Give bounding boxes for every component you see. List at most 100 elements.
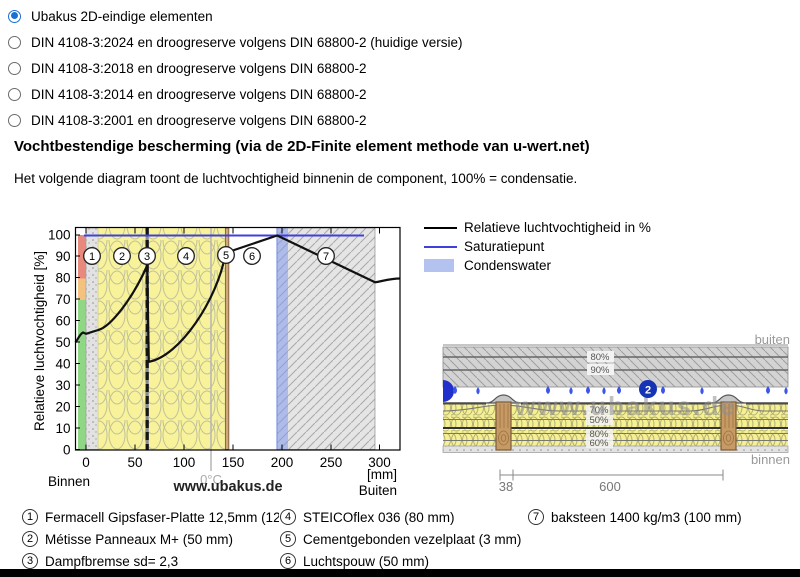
svg-text:200: 200 bbox=[271, 455, 294, 470]
radio-option-label[interactable]: DIN 4108-3:2018 en droogreserve volgens … bbox=[31, 60, 367, 76]
stud-width-dimension: 38 bbox=[499, 479, 513, 494]
inner-side-label: Binnen bbox=[48, 474, 90, 489]
y-axis-tick-labels: 0 10 20 30 40 50 60 70 80 90 100 bbox=[48, 228, 71, 458]
isotherm-label: 0°C bbox=[200, 472, 222, 487]
svg-text:40: 40 bbox=[55, 357, 70, 372]
radio-unselected-icon[interactable] bbox=[8, 35, 21, 49]
svg-text:150: 150 bbox=[222, 455, 245, 470]
material-item-5: 5 Cementgebonden vezelplaat (3 mm) bbox=[280, 528, 530, 550]
svg-text:50: 50 bbox=[127, 455, 142, 470]
material-item-1: 1 Fermacell Gipsfaser-Platte 12,5mm (12,… bbox=[22, 506, 279, 528]
material-6-number-icon: 6 bbox=[280, 553, 296, 569]
svg-text:90: 90 bbox=[55, 249, 70, 264]
material-3-number-icon: 3 bbox=[22, 553, 38, 569]
condensate-zone bbox=[276, 228, 288, 450]
svg-text:0: 0 bbox=[82, 455, 90, 470]
svg-text:70: 70 bbox=[55, 292, 70, 307]
radio-unselected-icon[interactable] bbox=[8, 61, 21, 75]
insulation-contour-80: 80% bbox=[589, 429, 609, 440]
material-5-number-icon: 5 bbox=[280, 531, 296, 547]
svg-text:10: 10 bbox=[55, 421, 70, 436]
axis-ticks bbox=[75, 228, 380, 450]
layer-3-marker: 3 bbox=[144, 251, 150, 263]
dimension-lines bbox=[499, 469, 724, 481]
section-watermark: www.ubakus.de bbox=[514, 391, 737, 421]
condensate-droplets bbox=[443, 380, 788, 402]
materials-column-2: 4 STEICOflex 036 (80 mm) 5 Cementgebonde… bbox=[280, 506, 530, 572]
outer-side-label: Buiten bbox=[359, 483, 397, 498]
radio-option-din-2001[interactable]: DIN 4108-3:2001 en droogreserve volgens … bbox=[8, 107, 463, 133]
legend-item-humidity: Relatieve luchtvochtigheid in % bbox=[424, 220, 651, 235]
outside-label: buiten bbox=[755, 332, 790, 347]
plot-border bbox=[74, 226, 401, 451]
x-axis-tick-labels: 0 50 100 150 200 250 300 bbox=[82, 455, 391, 470]
material-1-number-icon: 1 bbox=[22, 509, 38, 525]
chart-watermark: www.ubakus.de bbox=[172, 479, 282, 495]
layer-4-insulation-fill bbox=[148, 228, 226, 450]
svg-text:80: 80 bbox=[55, 271, 70, 286]
brick-contour-90: 90% bbox=[590, 365, 610, 376]
radio-option-label[interactable]: DIN 4108-3:2024 en droogreserve volgens … bbox=[31, 34, 463, 50]
radio-option-label[interactable]: Ubakus 2D-eindige elementen bbox=[31, 8, 213, 24]
material-item-3: 3 Dampfbremse sd= 2,3 bbox=[22, 550, 279, 572]
material-4-number-icon: 4 bbox=[280, 509, 296, 525]
y-axis-title: Relatieve luchtvochtigheid [%] bbox=[32, 251, 47, 431]
svg-text:100: 100 bbox=[173, 455, 196, 470]
svg-text:30: 30 bbox=[55, 378, 70, 393]
radio-selected-icon[interactable] bbox=[8, 9, 21, 23]
radio-option-din-2024[interactable]: DIN 4108-3:2024 en droogreserve volgens … bbox=[8, 29, 463, 55]
material-item-2: 2 Métisse Panneaux M+ (50 mm) bbox=[22, 528, 279, 550]
humidity-curve bbox=[74, 234, 401, 363]
humidity-chart: 1 2 3 4 5 6 7 0 10 20 30 40 50 60 70 80 … bbox=[32, 226, 401, 498]
svg-text:2: 2 bbox=[645, 385, 651, 397]
layer-number-markers: 1 2 3 4 5 6 7 bbox=[83, 246, 335, 265]
svg-text:0: 0 bbox=[63, 443, 71, 458]
black-line-sample-icon bbox=[424, 226, 457, 229]
brick-humidity-contours: 80% 90% bbox=[443, 351, 788, 376]
radio-option-label[interactable]: DIN 4108-3:2001 en droogreserve volgens … bbox=[31, 112, 367, 128]
material-item-4: 4 STEICOflex 036 (80 mm) bbox=[280, 506, 530, 528]
radio-option-ubakus-2d[interactable]: Ubakus 2D-eindige elementen bbox=[8, 3, 463, 29]
insulation-contour-70: 70% bbox=[589, 405, 609, 416]
svg-text:100: 100 bbox=[48, 228, 71, 243]
svg-text:300: 300 bbox=[368, 455, 391, 470]
radio-unselected-icon[interactable] bbox=[8, 113, 21, 127]
layer-1-marker: 1 bbox=[89, 251, 95, 263]
layer-4-marker: 4 bbox=[183, 251, 189, 263]
svg-text:250: 250 bbox=[320, 455, 343, 470]
layer-7-marker: 7 bbox=[323, 251, 329, 263]
materials-column-1: 1 Fermacell Gipsfaser-Platte 12,5mm (12,… bbox=[22, 506, 279, 572]
material-7-number-icon: 7 bbox=[528, 509, 544, 525]
material-2-number-icon: 2 bbox=[22, 531, 38, 547]
layer-6-marker: 6 bbox=[249, 251, 255, 263]
layer-2-marker: 2 bbox=[119, 251, 125, 263]
blue-line-sample-icon bbox=[424, 245, 457, 248]
legend-item-condensate: Condenswater bbox=[424, 258, 651, 273]
comfort-scale-strip bbox=[78, 235, 86, 450]
radio-option-label[interactable]: DIN 4108-3:2014 en droogreserve volgens … bbox=[31, 86, 367, 102]
brick-contour-80: 80% bbox=[590, 352, 610, 363]
svg-text:20: 20 bbox=[55, 400, 70, 415]
layer-5-marker: 5 bbox=[223, 250, 229, 262]
condensate-marker-badge: 2 bbox=[639, 380, 657, 398]
section-title: Vochtbestendige bescherming (via de 2D-F… bbox=[14, 138, 590, 155]
materials-column-3: 7 baksteen 1400 kg/m3 (100 mm) bbox=[528, 506, 798, 528]
brick-layer bbox=[442, 346, 789, 388]
insulation-contour-60: 60% bbox=[589, 438, 609, 449]
svg-text:50: 50 bbox=[55, 335, 70, 350]
radio-option-din-2018[interactable]: DIN 4108-3:2018 en droogreserve volgens … bbox=[8, 55, 463, 81]
gypsum-board-layer bbox=[442, 445, 789, 453]
condensate-swatch-icon bbox=[424, 259, 454, 272]
calculation-method-radio-group: Ubakus 2D-eindige elementen DIN 4108-3:2… bbox=[8, 3, 463, 133]
material-item-7: 7 baksteen 1400 kg/m3 (100 mm) bbox=[528, 506, 798, 528]
construction-cross-section: buiten 80% 90% 70% 50% 80% 60% bbox=[442, 332, 790, 494]
cement-board-line bbox=[443, 394, 788, 405]
stud-spacing-dimension: 600 bbox=[599, 479, 621, 494]
radio-option-din-2014[interactable]: DIN 4108-3:2014 en droogreserve volgens … bbox=[8, 81, 463, 107]
radio-unselected-icon[interactable] bbox=[8, 87, 21, 101]
inside-label: binnen bbox=[751, 452, 790, 467]
section-description: Het volgende diagram toont de luchtvocht… bbox=[14, 171, 578, 186]
svg-text:60: 60 bbox=[55, 314, 70, 329]
chart-legend: Relatieve luchtvochtigheid in % Saturati… bbox=[424, 220, 651, 273]
legend-item-saturation: Saturatiepunt bbox=[424, 239, 651, 254]
